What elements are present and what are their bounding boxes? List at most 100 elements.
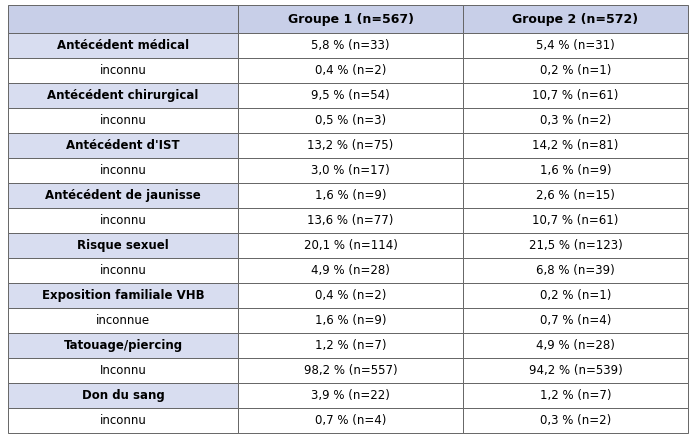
Text: Antécédent de jaunisse: Antécédent de jaunisse <box>45 189 201 202</box>
Text: Groupe 2 (n=572): Groupe 2 (n=572) <box>512 12 639 25</box>
Text: 5,8 % (n=33): 5,8 % (n=33) <box>311 39 389 52</box>
Text: 0,2 % (n=1): 0,2 % (n=1) <box>540 289 611 302</box>
Bar <box>463 83 688 108</box>
Text: 0,3 % (n=2): 0,3 % (n=2) <box>540 114 611 127</box>
Text: 13,2 % (n=75): 13,2 % (n=75) <box>307 139 394 152</box>
Text: Antécédent médical: Antécédent médical <box>57 39 189 52</box>
Bar <box>8 33 238 58</box>
Bar <box>8 383 238 408</box>
Text: 6,8 % (n=39): 6,8 % (n=39) <box>536 264 615 277</box>
Text: 3,0 % (n=17): 3,0 % (n=17) <box>311 164 390 177</box>
Bar <box>8 258 238 283</box>
Text: inconnue: inconnue <box>96 314 150 327</box>
Bar <box>463 5 688 33</box>
Text: 0,5 % (n=3): 0,5 % (n=3) <box>315 114 386 127</box>
Bar <box>463 283 688 308</box>
Bar <box>238 358 463 383</box>
Bar <box>238 333 463 358</box>
Bar <box>463 258 688 283</box>
Text: 1,6 % (n=9): 1,6 % (n=9) <box>315 314 386 327</box>
Bar <box>8 358 238 383</box>
Bar <box>463 208 688 233</box>
Bar <box>238 158 463 183</box>
Text: 3,9 % (n=22): 3,9 % (n=22) <box>311 389 390 402</box>
Bar <box>463 108 688 133</box>
Text: 4,9 % (n=28): 4,9 % (n=28) <box>536 339 615 352</box>
Text: 1,6 % (n=9): 1,6 % (n=9) <box>540 164 611 177</box>
Text: inconnu: inconnu <box>100 264 147 277</box>
Text: 4,9 % (n=28): 4,9 % (n=28) <box>311 264 390 277</box>
Text: 2,6 % (n=15): 2,6 % (n=15) <box>536 189 615 202</box>
Bar <box>238 258 463 283</box>
Text: 0,3 % (n=2): 0,3 % (n=2) <box>540 414 611 427</box>
Bar <box>238 83 463 108</box>
Bar <box>238 208 463 233</box>
Text: inconnu: inconnu <box>100 114 147 127</box>
Text: 10,7 % (n=61): 10,7 % (n=61) <box>533 89 618 102</box>
Text: inconnu: inconnu <box>100 214 147 227</box>
Text: 1,2 % (n=7): 1,2 % (n=7) <box>540 389 611 402</box>
Bar <box>463 133 688 158</box>
Bar <box>8 83 238 108</box>
Text: 5,4 % (n=31): 5,4 % (n=31) <box>536 39 615 52</box>
Text: 1,6 % (n=9): 1,6 % (n=9) <box>315 189 386 202</box>
Bar <box>463 333 688 358</box>
Bar <box>463 383 688 408</box>
Text: 20,1 % (n=114): 20,1 % (n=114) <box>304 239 397 252</box>
Bar <box>8 183 238 208</box>
Bar <box>8 208 238 233</box>
Bar <box>238 408 463 433</box>
Text: 98,2 % (n=557): 98,2 % (n=557) <box>304 364 397 377</box>
Bar <box>238 58 463 83</box>
Text: inconnu: inconnu <box>100 414 147 427</box>
Bar <box>238 108 463 133</box>
Text: 0,4 % (n=2): 0,4 % (n=2) <box>315 64 386 77</box>
Text: 1,2 % (n=7): 1,2 % (n=7) <box>315 339 386 352</box>
Text: 0,4 % (n=2): 0,4 % (n=2) <box>315 289 386 302</box>
Bar <box>463 158 688 183</box>
Bar <box>8 58 238 83</box>
Text: Don du sang: Don du sang <box>82 389 164 402</box>
Bar <box>8 308 238 333</box>
Text: 0,2 % (n=1): 0,2 % (n=1) <box>540 64 611 77</box>
Bar <box>463 183 688 208</box>
Text: 9,5 % (n=54): 9,5 % (n=54) <box>311 89 390 102</box>
Text: 0,7 % (n=4): 0,7 % (n=4) <box>540 314 611 327</box>
Bar <box>463 58 688 83</box>
Text: inconnu: inconnu <box>100 64 147 77</box>
Bar <box>8 333 238 358</box>
Bar <box>463 308 688 333</box>
Text: 13,6 % (n=77): 13,6 % (n=77) <box>307 214 394 227</box>
Text: Inconnu: Inconnu <box>100 364 147 377</box>
Text: Risque sexuel: Risque sexuel <box>77 239 169 252</box>
Bar <box>463 358 688 383</box>
Bar <box>238 5 463 33</box>
Bar <box>8 408 238 433</box>
Bar <box>238 283 463 308</box>
Bar <box>238 133 463 158</box>
Text: Tatouage/piercing: Tatouage/piercing <box>64 339 183 352</box>
Text: 21,5 % (n=123): 21,5 % (n=123) <box>528 239 623 252</box>
Text: Exposition familiale VHB: Exposition familiale VHB <box>42 289 205 302</box>
Bar <box>8 233 238 258</box>
Bar <box>8 5 238 33</box>
Text: 14,2 % (n=81): 14,2 % (n=81) <box>533 139 618 152</box>
Bar <box>238 233 463 258</box>
Bar <box>8 283 238 308</box>
Bar <box>8 133 238 158</box>
Text: 10,7 % (n=61): 10,7 % (n=61) <box>533 214 618 227</box>
Bar <box>463 233 688 258</box>
Bar <box>8 158 238 183</box>
Bar <box>8 108 238 133</box>
Text: 94,2 % (n=539): 94,2 % (n=539) <box>528 364 623 377</box>
Bar <box>463 33 688 58</box>
Text: inconnu: inconnu <box>100 164 147 177</box>
Bar <box>238 33 463 58</box>
Text: Groupe 1 (n=567): Groupe 1 (n=567) <box>288 12 413 25</box>
Text: Antécédent d'IST: Antécédent d'IST <box>66 139 180 152</box>
Bar <box>463 408 688 433</box>
Text: 0,7 % (n=4): 0,7 % (n=4) <box>315 414 386 427</box>
Bar <box>238 308 463 333</box>
Bar <box>238 183 463 208</box>
Text: Antécédent chirurgical: Antécédent chirurgical <box>47 89 199 102</box>
